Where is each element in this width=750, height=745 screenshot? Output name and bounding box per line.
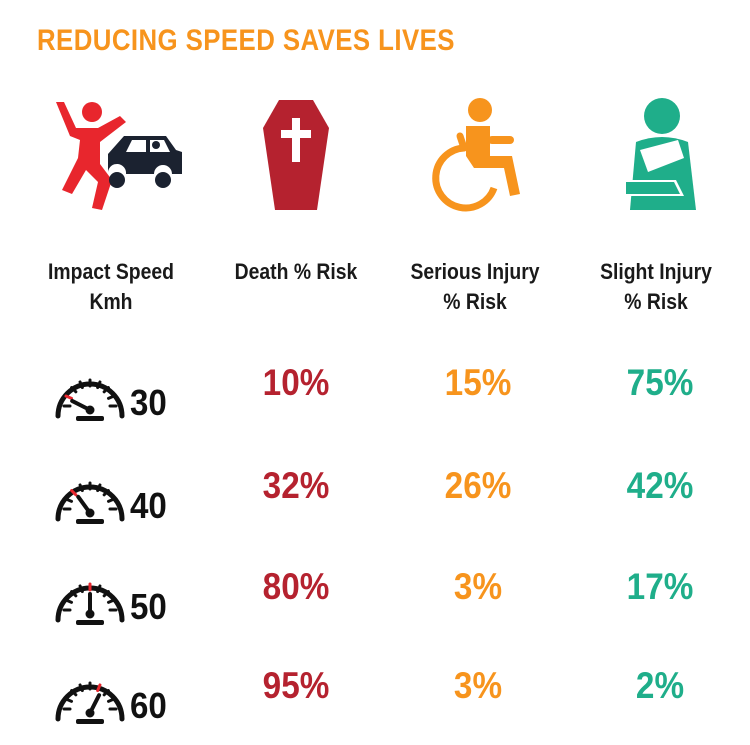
header-death-risk: Death % Risk (234, 259, 358, 284)
speed-value: 50 (130, 586, 167, 627)
speed-value: 30 (130, 382, 167, 423)
speedometer-icon (55, 681, 125, 724)
slight-injury-risk-value: 17% (626, 566, 694, 607)
slight-injury-risk-value: 2% (635, 665, 685, 706)
serious-injury-risk-value: 3% (453, 566, 503, 607)
slight-injury-risk-value: 42% (626, 465, 694, 506)
table-row: 40 32% 26% 42% (0, 465, 750, 545)
speedometer-icon (55, 378, 125, 421)
serious-injury-risk-value: 3% (453, 665, 503, 706)
speedometer-icon (55, 582, 125, 625)
header-slight-injury-risk: Slight Injury % Risk (600, 259, 712, 314)
death-risk-value: 80% (262, 566, 330, 607)
speed-value: 60 (130, 685, 167, 726)
death-risk-value: 10% (262, 362, 330, 403)
death-risk-value: 32% (262, 465, 330, 506)
slight-injury-risk-value: 75% (626, 362, 694, 403)
speed-value: 40 (130, 485, 167, 526)
wheelchair-icon (432, 98, 520, 212)
coffin-icon (263, 100, 329, 210)
table-row: 60 95% 3% 2% (0, 665, 750, 745)
serious-injury-risk-value: 26% (444, 465, 512, 506)
serious-injury-risk-value: 15% (444, 362, 512, 403)
page-title: REDUCING SPEED SAVES LIVES (37, 24, 455, 57)
arm-sling-icon (624, 98, 696, 210)
table-row: 50 80% 3% 17% (0, 566, 750, 646)
pedestrian-car-impact-icon (56, 102, 182, 210)
header-serious-injury-risk: Serious Injury % Risk (410, 259, 540, 314)
death-risk-value: 95% (262, 665, 330, 706)
header-impact-speed: Impact Speed Kmh (48, 259, 174, 314)
table-row: 30 10% 15% 75% (0, 362, 750, 442)
speedometer-icon (55, 481, 125, 524)
